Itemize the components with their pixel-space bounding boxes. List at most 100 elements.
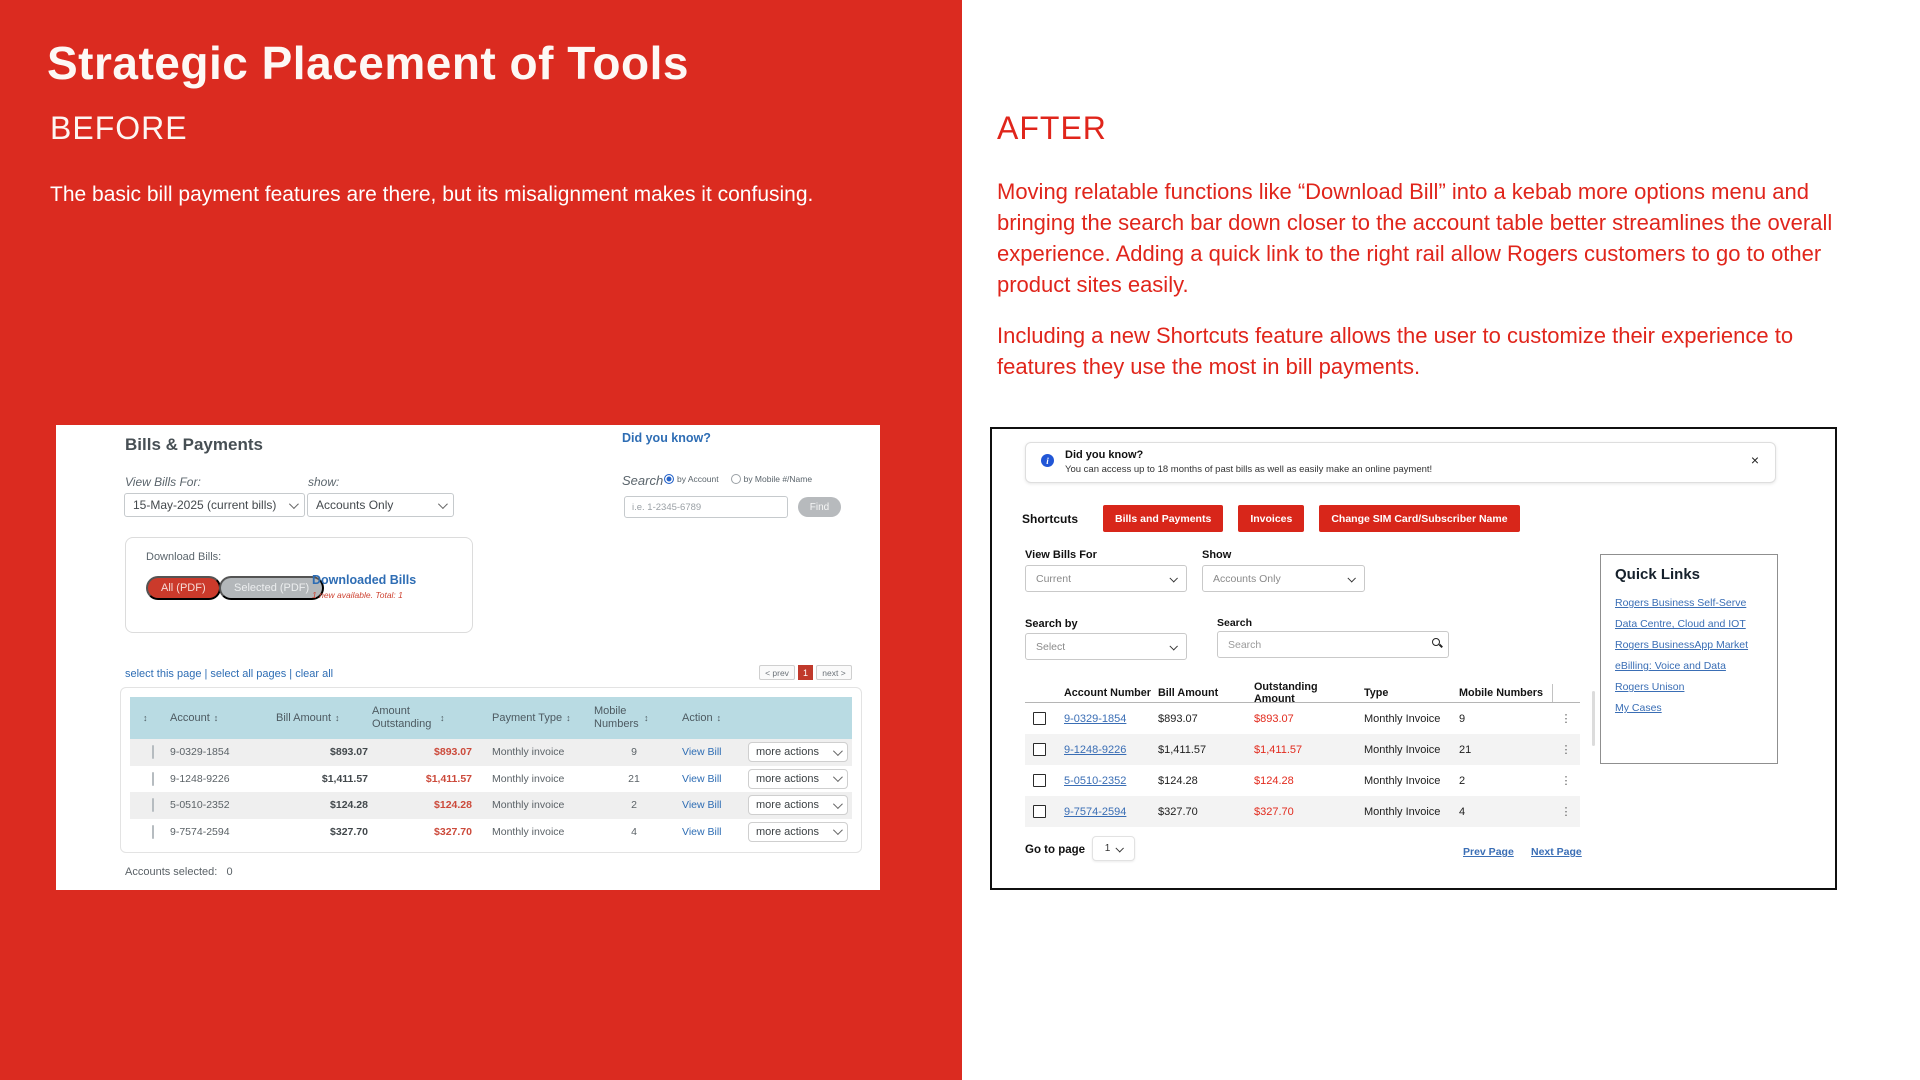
scrollbar[interactable] xyxy=(1592,691,1595,746)
bill-amount-cell: $327.70 xyxy=(1158,805,1198,818)
download-selected-pdf-button[interactable]: Selected (PDF) xyxy=(219,576,325,600)
did-you-know-link[interactable]: Did you know? xyxy=(622,431,711,445)
view-bill-link[interactable]: View Bill xyxy=(682,799,722,812)
prev-page-link[interactable]: Prev Page xyxy=(1463,846,1514,858)
shortcut-change-sim[interactable]: Change SIM Card/Subscriber Name xyxy=(1319,505,1520,532)
show-select[interactable]: Accounts Only xyxy=(307,493,454,517)
type-cell: Monthly Invoice xyxy=(1364,743,1441,756)
outstanding-cell: $1,411.57 xyxy=(1254,743,1303,756)
col-account-number: Account Number xyxy=(1064,687,1151,699)
more-actions-select[interactable]: more actions xyxy=(748,795,848,816)
search-by-value: Select xyxy=(1036,640,1066,653)
after-heading: AFTER xyxy=(997,110,1107,146)
more-actions-select[interactable]: more actions xyxy=(748,768,848,789)
accounts-selected-status: Accounts selected: 0 xyxy=(125,866,233,878)
row-checkbox[interactable] xyxy=(1033,743,1046,756)
row-checkbox[interactable] xyxy=(1033,774,1046,787)
col-mobile-numbers[interactable]: Mobile Numbers ↕ xyxy=(594,705,649,730)
chevron-down-icon xyxy=(832,772,843,783)
kebab-menu-icon[interactable]: ⋮ xyxy=(1560,775,1572,787)
more-actions-select[interactable]: more actions xyxy=(748,742,848,763)
download-all-pdf-button[interactable]: All (PDF) xyxy=(146,576,221,600)
table-row: 9-0329-1854 $893.07 $893.07 Monthly Invo… xyxy=(1025,703,1580,734)
show-value: Accounts Only xyxy=(1213,572,1281,585)
radio-by-account-label: by Account xyxy=(677,474,719,484)
col-type: Type xyxy=(1364,687,1389,699)
row-checkbox[interactable] xyxy=(1033,805,1046,818)
radio-by-mobile-label: by Mobile #/Name xyxy=(743,474,813,484)
col-action[interactable]: Action ↕ xyxy=(682,711,722,724)
radio-unselected-icon xyxy=(730,474,741,484)
quick-link-rogers-unison[interactable]: Rogers Unison xyxy=(1615,681,1685,693)
view-bill-link[interactable]: View Bill xyxy=(682,746,722,759)
col-outstanding-amount: Outstanding Amount xyxy=(1254,681,1318,705)
view-bills-for-select[interactable]: Current xyxy=(1025,565,1187,592)
account-number-link[interactable]: 9-1248-9226 xyxy=(1064,743,1127,756)
sort-icon: ↕ xyxy=(566,712,571,723)
table-row: 9-0329-1854 $893.07 $893.07 Monthly invo… xyxy=(130,739,852,766)
account-number-link[interactable]: 9-7574-2594 xyxy=(1064,805,1127,818)
view-bill-link[interactable]: View Bill xyxy=(682,825,722,838)
sort-icon[interactable]: ↕ xyxy=(143,712,148,723)
download-bills-box: Download Bills: All (PDF) Selected (PDF)… xyxy=(125,537,473,633)
header-divider xyxy=(1552,684,1580,702)
kebab-menu-icon[interactable]: ⋮ xyxy=(1560,744,1572,756)
show-select[interactable]: Accounts Only xyxy=(1202,565,1365,592)
shortcut-bills-and-payments[interactable]: Bills and Payments xyxy=(1103,505,1224,532)
prev-page-button[interactable]: < prev xyxy=(759,665,795,680)
bill-amount-cell: $893.07 xyxy=(1158,712,1198,725)
selection-links[interactable]: select this page | select all pages | cl… xyxy=(125,668,334,680)
col-bill-amount[interactable]: Bill Amount ↕ xyxy=(276,711,340,724)
more-actions-select[interactable]: more actions xyxy=(748,821,848,842)
col-bill-amount: Bill Amount xyxy=(1158,687,1219,699)
row-checkbox[interactable] xyxy=(152,824,154,839)
radio-by-account[interactable]: by Account xyxy=(664,474,719,484)
col-payment-type[interactable]: Payment Type ↕ xyxy=(492,711,571,724)
account-number-link[interactable]: 9-0329-1854 xyxy=(1064,712,1127,725)
radio-selected-icon xyxy=(664,474,674,484)
quick-link-ebilling[interactable]: eBilling: Voice and Data xyxy=(1615,660,1726,672)
row-checkbox[interactable] xyxy=(152,771,154,786)
col-amount-outstanding[interactable]: Amount Outstanding ↕ xyxy=(372,705,445,730)
search-input[interactable] xyxy=(1217,631,1449,658)
kebab-menu-icon[interactable]: ⋮ xyxy=(1560,713,1572,725)
quick-links-title: Quick Links xyxy=(1615,566,1701,583)
page-select[interactable]: 1 xyxy=(1092,836,1135,861)
row-checkbox[interactable] xyxy=(152,798,154,813)
kebab-menu-icon[interactable]: ⋮ xyxy=(1560,806,1572,818)
search-input[interactable] xyxy=(624,496,788,518)
quick-link-data-centre[interactable]: Data Centre, Cloud and IOT xyxy=(1615,618,1746,630)
radio-by-mobile[interactable]: by Mobile #/Name xyxy=(730,474,813,484)
shortcut-invoices[interactable]: Invoices xyxy=(1238,505,1305,532)
search-icon xyxy=(1432,638,1440,646)
mobile-numbers-cell: 9 xyxy=(1459,712,1466,725)
account-cell: 5-0510-2352 xyxy=(170,799,230,812)
sort-icon: ↕ xyxy=(440,712,445,723)
table-row: 9-7574-2594 $327.70 $327.70 Monthly Invo… xyxy=(1025,796,1580,827)
next-page-button[interactable]: next > xyxy=(816,665,852,680)
account-number-link[interactable]: 5-0510-2352 xyxy=(1064,774,1127,787)
view-bills-for-label: View Bills For: xyxy=(125,475,201,489)
sort-icon: ↕ xyxy=(716,712,722,723)
next-page-link[interactable]: Next Page xyxy=(1531,846,1582,858)
quick-link-my-cases[interactable]: My Cases xyxy=(1615,702,1662,714)
table-header-row: Account Number Bill Amount Outstanding A… xyxy=(1025,681,1580,705)
view-bills-for-select[interactable]: 15-May-2025 (current bills) xyxy=(124,493,305,517)
close-icon[interactable]: × xyxy=(1750,452,1759,468)
quick-link-businessapp-market[interactable]: Rogers BusinessApp Market xyxy=(1615,639,1749,651)
sort-icon: ↕ xyxy=(213,712,219,723)
view-bill-link[interactable]: View Bill xyxy=(682,772,722,785)
search-by-select[interactable]: Select xyxy=(1025,633,1187,660)
type-cell: Monthly Invoice xyxy=(1364,805,1441,818)
row-checkbox[interactable] xyxy=(1033,712,1046,725)
banner-title: Did you know? xyxy=(1065,449,1144,461)
row-checkbox[interactable] xyxy=(152,745,154,760)
downloaded-bills-link[interactable]: Downloaded Bills xyxy=(312,573,417,587)
after-paragraph-1: Moving relatable functions like “Downloa… xyxy=(997,179,1833,297)
current-page-badge[interactable]: 1 xyxy=(798,665,813,680)
outstanding-cell: $1,411.57 xyxy=(425,772,472,785)
col-account[interactable]: Account ↕ xyxy=(170,711,219,724)
quick-link-business-self-serve[interactable]: Rogers Business Self-Serve xyxy=(1615,597,1747,609)
find-button[interactable]: Find xyxy=(798,497,841,517)
account-cell: 9-1248-9226 xyxy=(170,772,230,785)
